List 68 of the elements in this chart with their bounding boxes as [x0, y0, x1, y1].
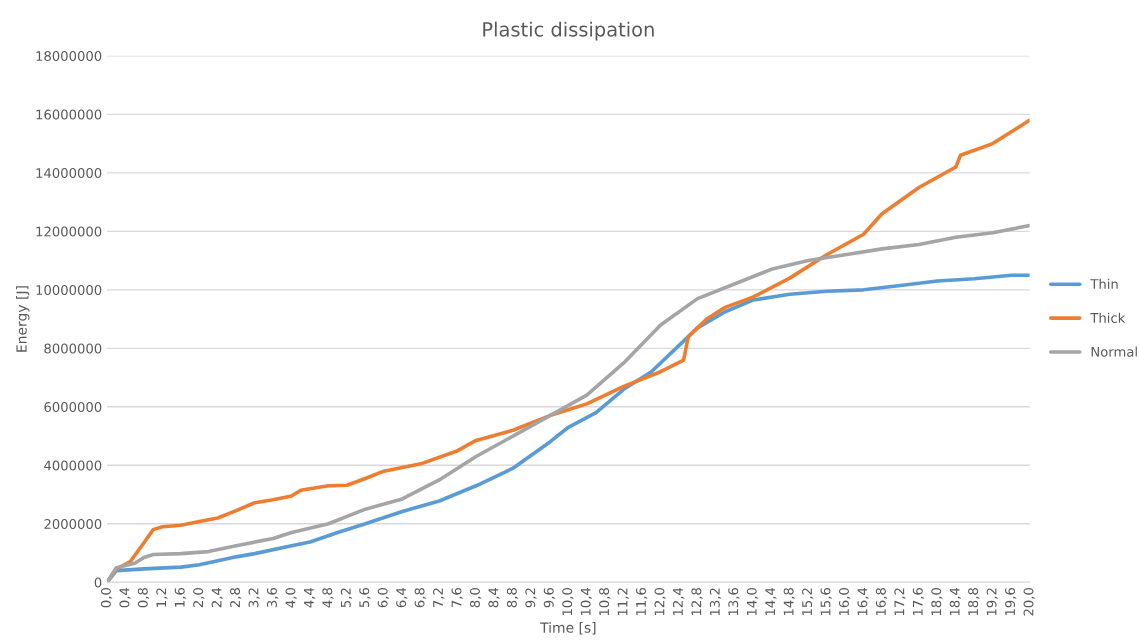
x-tick-label: 1,2 [156, 588, 168, 607]
x-tick-label: 9,6 [543, 587, 556, 608]
chart-title: Plastic dissipation [483, 21, 654, 41]
legend-label: Thin [1090, 278, 1118, 289]
x-tick-label: 6,8 [414, 588, 426, 608]
x-tick-label: 2,8 [230, 588, 242, 608]
x-tick-label: 1,6 [174, 587, 187, 607]
x-tick-label: 11,6 [636, 587, 648, 616]
x-tick-label: 18,4 [949, 587, 962, 616]
x-tick-label: 0,0 [100, 588, 113, 608]
y-tick-label: 18000000 [36, 51, 102, 62]
x-tick-label: 13,2 [709, 588, 722, 616]
x-tick-label: 2,4 [211, 587, 223, 608]
x-tick-label: 20,0 [1023, 588, 1035, 616]
x-tick-label: 18,0 [931, 588, 943, 616]
x-tick-label: 10,0 [562, 588, 574, 616]
x-tick-label: 15,2 [802, 588, 814, 616]
x-tick-label: 7,2 [433, 588, 445, 608]
y-tick-label: 12000000 [36, 226, 102, 237]
y-tick-label: 0 [94, 577, 102, 588]
legend-label: Normal [1091, 346, 1137, 357]
x-tick-label: 8,4 [488, 587, 500, 608]
y-tick-label: 10000000 [36, 285, 102, 296]
y-tick-label: 4000000 [44, 460, 102, 471]
y-tick-label: 2000000 [44, 519, 102, 529]
x-tick-label: 4,8 [322, 588, 334, 608]
line-series [107, 118, 1030, 583]
x-tick-label: 5,6 [359, 587, 371, 608]
y-tick-label: 16000000 [36, 109, 102, 120]
x-tick-label: 4,0 [285, 588, 297, 608]
x-tick-label: 8,8 [506, 588, 519, 608]
x-tick-label: 6,4 [396, 587, 408, 608]
y-tick-label: 14000000 [36, 168, 102, 179]
x-tick-label: 4,4 [304, 587, 316, 608]
x-tick-label: 17,2 [894, 588, 906, 616]
x-tick-label: 19,2 [986, 588, 998, 616]
x-tick-label: 2,0 [193, 588, 205, 608]
legend-label: Thick [1090, 312, 1126, 323]
x-tick-label: 14,8 [783, 588, 795, 616]
x-tick-label: 18,8 [968, 588, 980, 616]
x-tick-label: 9,2 [525, 588, 537, 608]
x-tick-label: 0,8 [137, 588, 150, 608]
x-tick-label: 5,2 [340, 588, 353, 608]
x-tick-label: 8,0 [469, 588, 482, 608]
x-tick-label: 6,0 [377, 588, 390, 608]
x-tick-label: 3,2 [248, 588, 260, 608]
x-tick-label: 12,8 [691, 588, 703, 616]
x-tick-label: 12,4 [672, 587, 685, 616]
x-tick-label: 12,0 [654, 588, 666, 616]
y-tick-label: 8000000 [44, 343, 102, 354]
y-tick-label: 6000000 [44, 402, 102, 413]
x-tick-label: 10,8 [599, 588, 611, 616]
x-tick-label: 16,4 [857, 587, 869, 616]
x-tick-label: 3,6 [266, 587, 279, 608]
x-tick-label: 14,0 [746, 588, 759, 616]
x-tick-label: 0,4 [119, 587, 131, 608]
x-axis-title: Time [s] [540, 622, 596, 635]
x-tick-label: 7,6 [451, 587, 463, 608]
x-tick-label: 19,6 [1005, 587, 1017, 616]
x-tick-label: 16,8 [875, 588, 888, 616]
x-tick-label: 11,2 [617, 588, 629, 616]
x-tick-label: 13,6 [728, 587, 740, 616]
x-tick-label: 10,4 [580, 587, 592, 616]
x-tick-label: 17,6 [912, 587, 925, 616]
x-tick-label: 16,0 [838, 588, 851, 616]
y-axis-title: Energy [J] [16, 286, 30, 352]
x-tick-label: 14,4 [765, 587, 777, 616]
x-tick-label: 15,6 [820, 587, 832, 616]
